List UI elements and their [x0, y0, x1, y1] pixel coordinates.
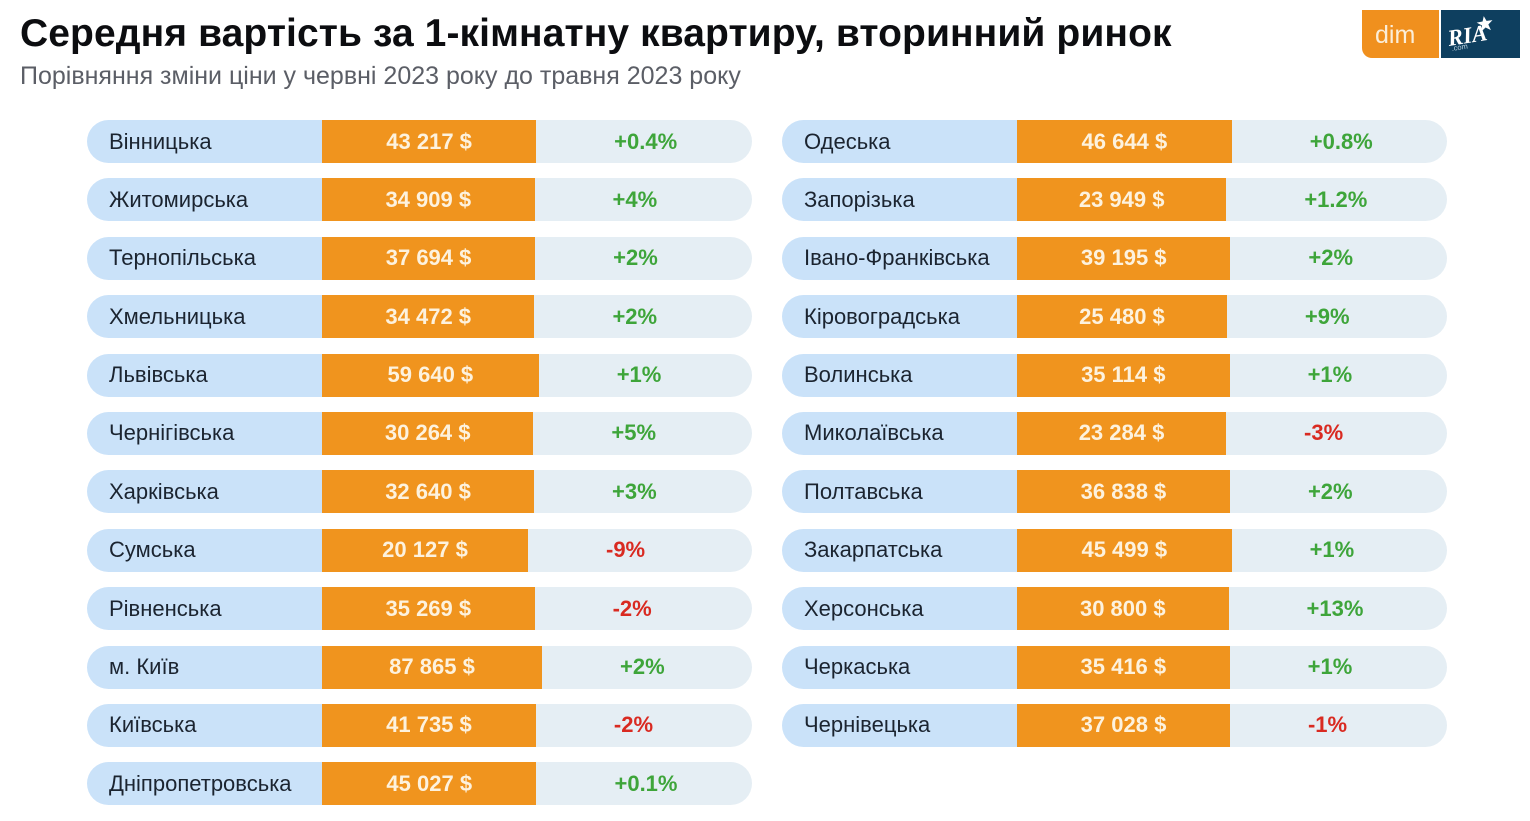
- svg-text:dim: dim: [1375, 21, 1415, 49]
